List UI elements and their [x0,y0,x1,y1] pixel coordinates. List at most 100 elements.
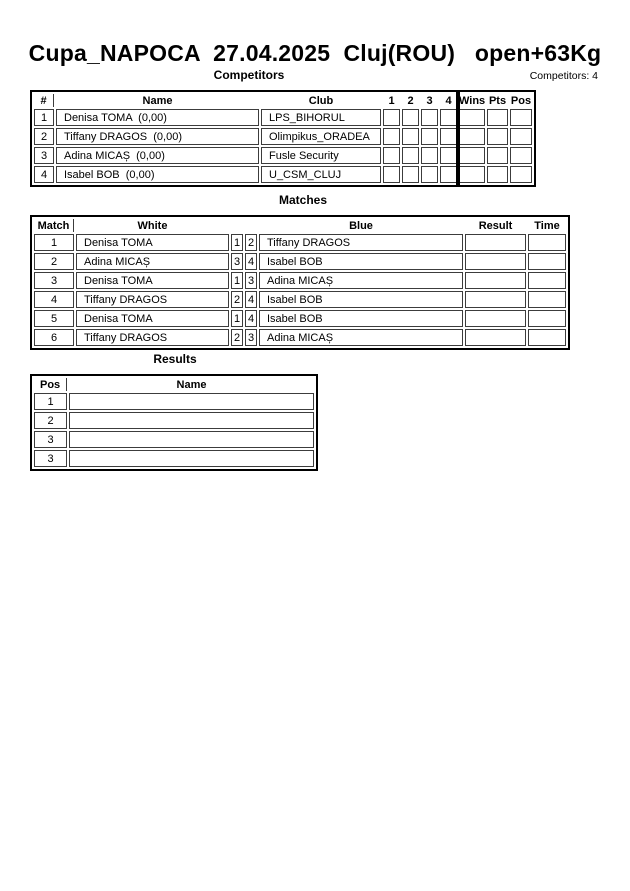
result-row: 2 [34,412,314,429]
match-row: 1 Denisa TOMA 1 2 Tiffany DRAGOS [34,234,566,251]
match-blue-name-cell: Isabel BOB [259,310,463,327]
match-blue-no-cell: 3 [245,272,257,289]
competitors-header-row: # Name Club 1 2 3 4 Wins Pts Pos [34,94,532,107]
matches-header-row: Match White Blue Result Time [34,219,566,232]
match-time-cell [528,253,566,270]
result-pos-cell: 1 [34,393,67,410]
competitor-pts-cell [487,147,508,164]
match-blue-no-cell: 4 [245,291,257,308]
competitor-round4-cell [440,166,457,183]
competitors-header-round2: 2 [407,94,414,107]
competitor-pts-cell [487,166,508,183]
competitor-pts-cell [487,128,508,145]
competitor-round3-cell [421,109,438,126]
match-row: 4 Tiffany DRAGOS 2 4 Isabel BOB [34,291,566,308]
competitor-name-cell: Isabel BOB (0,00) [56,166,259,183]
competitor-row: 1 Denisa TOMA (0,00) LPS_BIHORUL [34,109,532,126]
match-number-cell: 2 [34,253,74,270]
competitor-pos-cell [510,166,532,183]
match-result-cell [465,329,526,346]
results-section-label: Results [153,352,197,366]
competitor-round4-cell [440,109,457,126]
match-row: 2 Adina MICAȘ 3 4 Isabel BOB [34,253,566,270]
result-name-cell [69,412,314,429]
competitor-pos-cell [510,128,532,145]
match-number-cell: 1 [34,234,74,251]
match-time-cell [528,329,566,346]
competitor-number-cell: 2 [34,128,54,145]
match-blue-no-cell: 4 [245,253,257,270]
competitor-wins-cell [459,109,485,126]
matches-header-blue: Blue [349,219,373,232]
match-number-cell: 6 [34,329,74,346]
competitors-header-number: # [34,94,54,107]
result-row: 3 [34,431,314,448]
result-row: 1 [34,393,314,410]
match-number-cell: 3 [34,272,74,289]
competitors-header-round4: 4 [445,94,452,107]
match-row: 5 Denisa TOMA 1 4 Isabel BOB [34,310,566,327]
competitor-round1-cell [383,109,400,126]
competitor-round1-cell [383,128,400,145]
matches-header-time: Time [534,219,560,232]
results-header-row: Pos Name [34,378,314,391]
matches-section-label: Matches [278,193,328,207]
competitor-pos-cell [510,109,532,126]
competitor-wins-cell [459,166,485,183]
match-row: 3 Denisa TOMA 1 3 Adina MICAȘ [34,272,566,289]
match-white-no-cell: 1 [231,272,243,289]
match-white-name-cell: Tiffany DRAGOS [76,329,229,346]
competitor-wins-cell [459,128,485,145]
result-name-cell [69,431,314,448]
match-blue-name-cell: Adina MICAȘ [259,329,463,346]
competitor-name-cell: Tiffany DRAGOS (0,00) [56,128,259,145]
match-blue-no-cell: 4 [245,310,257,327]
competitor-round4-cell [440,147,457,164]
competitor-round3-cell [421,147,438,164]
match-result-cell [465,272,526,289]
match-white-name-cell: Tiffany DRAGOS [76,291,229,308]
competitor-club-cell: Fusle Security [261,147,381,164]
match-white-name-cell: Adina MICAȘ [76,253,229,270]
results-grid: Pos Name 1 2 3 3 [32,376,316,469]
result-pos-cell: 3 [34,450,67,467]
match-white-no-cell: 1 [231,234,243,251]
match-blue-name-cell: Tiffany DRAGOS [259,234,463,251]
competitor-round2-cell [402,109,419,126]
result-pos-cell: 2 [34,412,67,429]
competitor-pts-cell [487,109,508,126]
match-result-cell [465,291,526,308]
competitors-table: # Name Club 1 2 3 4 Wins Pts Pos 1 Denis… [30,90,536,187]
competitors-grid: # Name Club 1 2 3 4 Wins Pts Pos 1 Denis… [32,92,534,185]
matches-grid: Match White Blue Result Time 1 Denisa TO… [32,217,568,348]
match-result-cell [465,310,526,327]
matches-header-result: Result [478,219,513,232]
match-result-cell [465,253,526,270]
wins-section-divider [456,90,460,187]
matches-header-blue-no [245,219,257,232]
competitor-round3-cell [421,166,438,183]
competitor-pos-cell [510,147,532,164]
competitor-row: 2 Tiffany DRAGOS (0,00) Olimpikus_ORADEA [34,128,532,145]
competitor-round2-cell [402,166,419,183]
page-title: Cupa_NAPOCA 27.04.2025 Cluj(ROU) open+63… [28,40,602,66]
match-blue-name-cell: Isabel BOB [259,253,463,270]
match-blue-name-cell: Adina MICAȘ [259,272,463,289]
competitor-club-cell: LPS_BIHORUL [261,109,381,126]
competitor-row: 4 Isabel BOB (0,00) U_CSM_CLUJ [34,166,532,183]
competitors-header-wins: Wins [459,94,485,107]
match-number-cell: 4 [34,291,74,308]
matches-header-white-no [231,219,243,232]
competitors-header-club: Club [308,94,334,107]
result-pos-cell: 3 [34,431,67,448]
results-header-name: Name [176,378,207,391]
competitor-club-cell: Olimpikus_ORADEA [261,128,381,145]
match-white-name-cell: Denisa TOMA [76,272,229,289]
match-result-cell [465,234,526,251]
match-white-no-cell: 1 [231,310,243,327]
result-name-cell [69,450,314,467]
result-row: 3 [34,450,314,467]
match-white-name-cell: Denisa TOMA [76,234,229,251]
competitor-number-cell: 4 [34,166,54,183]
